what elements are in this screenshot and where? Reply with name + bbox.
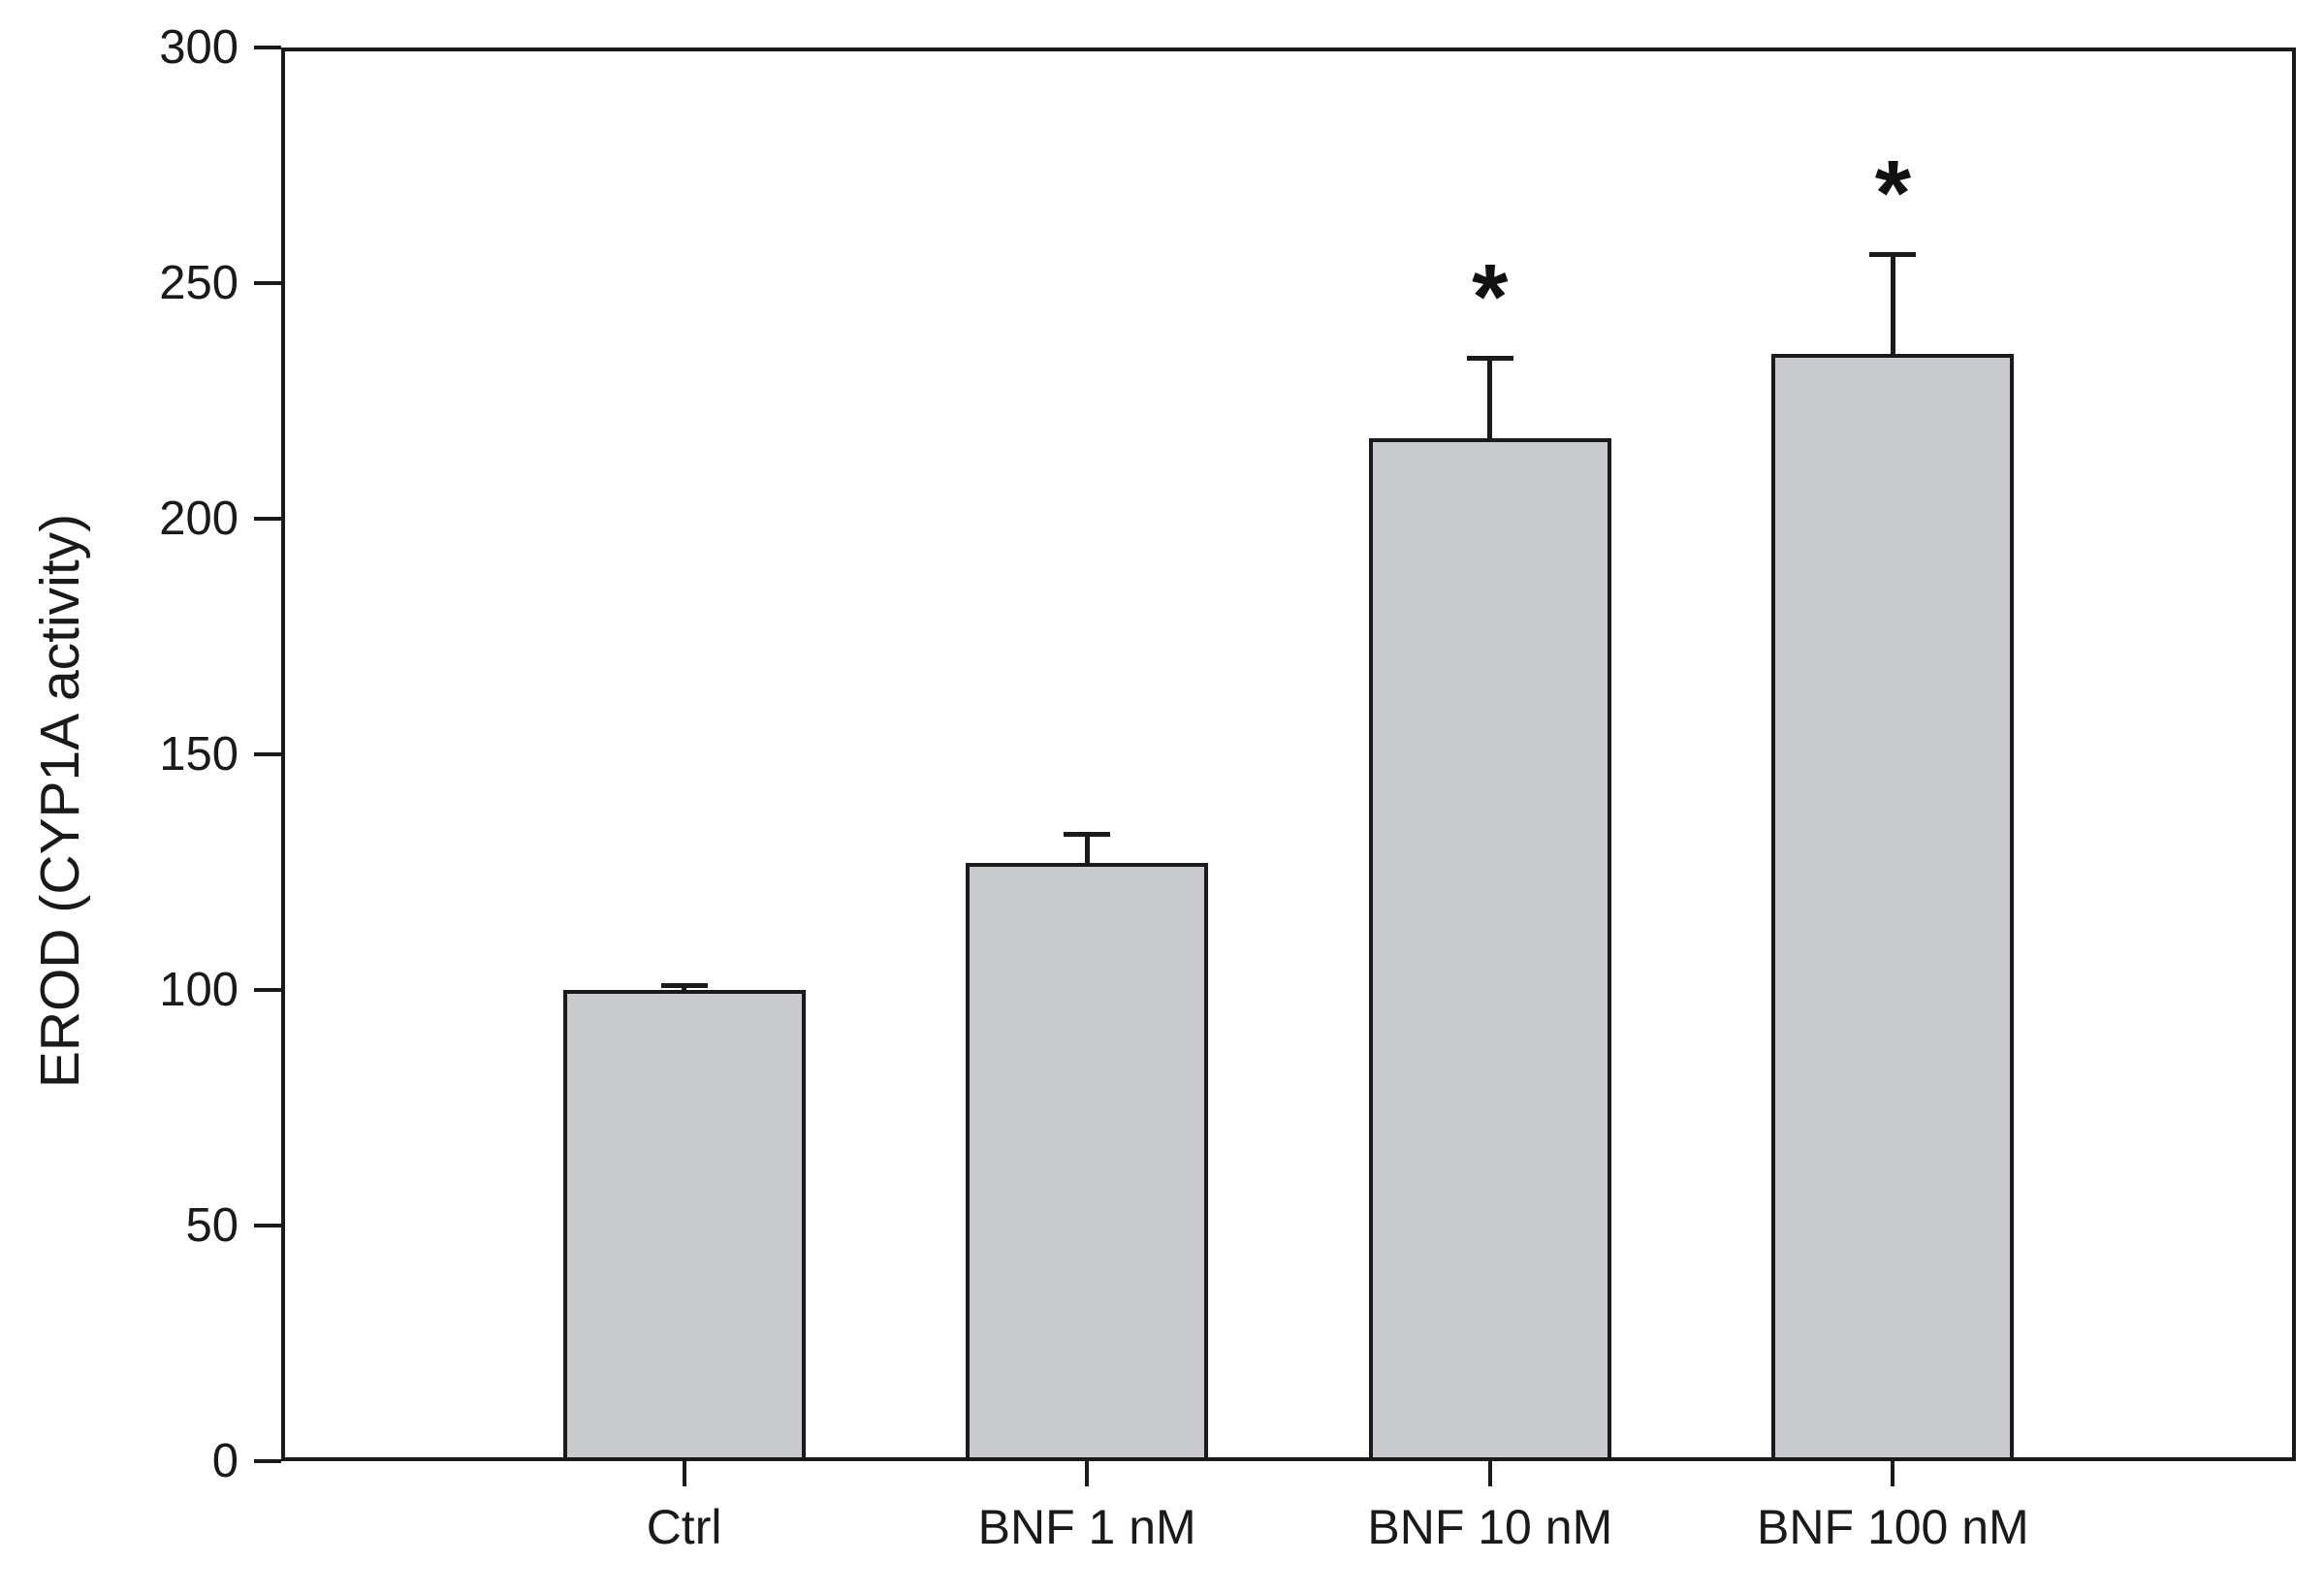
y-axis-tick (254, 517, 281, 521)
x-axis-tick (1487, 1461, 1492, 1486)
y-axis-tick (254, 281, 281, 285)
y-axis-tick (254, 752, 281, 756)
error-bar-stem (1084, 834, 1090, 863)
y-axis-tick-label: 150 (159, 728, 239, 781)
error-bar-cap (1064, 832, 1111, 838)
x-axis-tick (682, 1461, 686, 1486)
x-axis-category-label: BNF 100 nM (1757, 1500, 2029, 1554)
significance-asterisk: * (1874, 141, 1912, 245)
x-axis-tick (1085, 1461, 1090, 1486)
error-bar-cap (1466, 356, 1513, 362)
y-axis-tick-label: 250 (159, 257, 239, 309)
bar-bnf-100-nm (1771, 353, 2015, 1461)
x-axis-category-label: BNF 1 nM (977, 1500, 1196, 1554)
x-axis-tick (1891, 1461, 1895, 1486)
error-bar-stem (1890, 254, 1895, 354)
y-axis-tick (254, 1224, 281, 1227)
y-axis-tick-label: 50 (185, 1199, 239, 1252)
error-bar-cap (660, 982, 708, 988)
significance-asterisk: * (1472, 244, 1509, 349)
y-axis-tick (254, 988, 281, 992)
y-axis-tick-label: 300 (159, 21, 239, 74)
bar-bnf-10-nm (1368, 438, 1611, 1461)
plot-frame (281, 48, 2296, 1461)
x-axis-category-label: BNF 10 nM (1367, 1500, 1613, 1554)
plot-area: * * (281, 48, 2296, 1461)
x-axis-category-label: Ctrl (646, 1500, 722, 1554)
y-axis-tick (254, 1459, 281, 1463)
y-axis-tick (254, 46, 281, 49)
bar-ctrl (562, 990, 806, 1461)
error-bar-stem (1487, 358, 1493, 439)
y-axis-tick-label: 200 (159, 493, 239, 545)
y-axis-tick-label: 100 (159, 964, 239, 1016)
y-axis-tick-label: 0 (211, 1435, 239, 1487)
error-bar-cap (1869, 252, 1917, 258)
y-axis-title: EROD (CYP1A activity) (29, 513, 91, 1089)
bar-bnf-1-nm (966, 862, 1209, 1461)
